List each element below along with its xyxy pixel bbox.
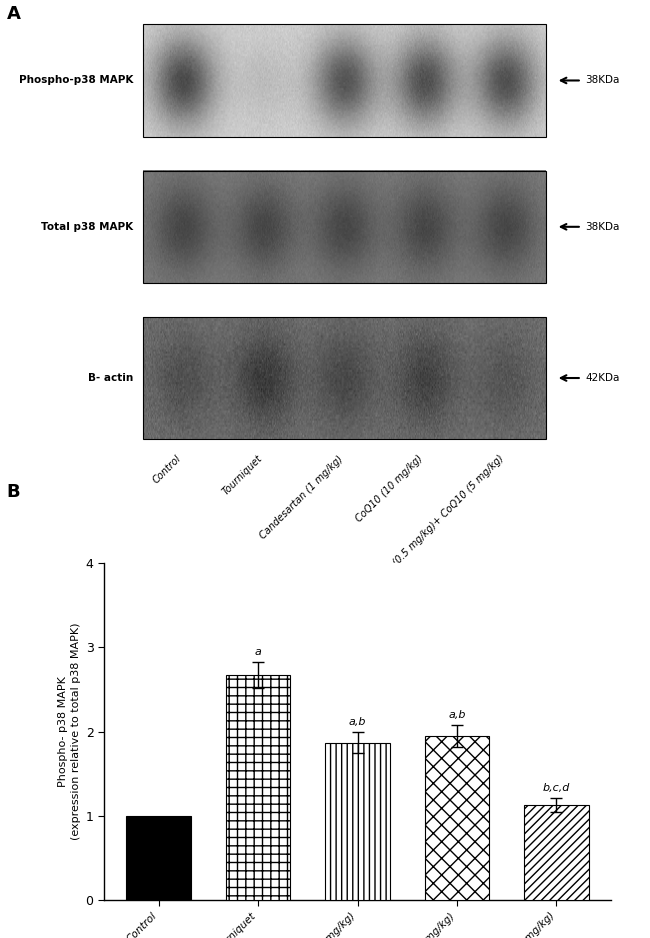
- Text: Phospho-p38 MAPK: Phospho-p38 MAPK: [19, 75, 133, 85]
- Text: A: A: [6, 5, 20, 23]
- Text: Tourniquet: Tourniquet: [220, 454, 264, 497]
- Bar: [126, 816, 191, 900]
- Text: B: B: [6, 483, 20, 501]
- Text: 42KDa: 42KDa: [585, 373, 619, 383]
- Text: B- actin: B- actin: [88, 373, 133, 383]
- Bar: [143, 317, 546, 439]
- Bar: [143, 171, 546, 283]
- Text: 38KDa: 38KDa: [585, 75, 619, 85]
- Text: a: a: [255, 647, 261, 658]
- Bar: [143, 24, 546, 137]
- Text: Control: Control: [151, 454, 183, 486]
- Text: Total p38 MAPK: Total p38 MAPK: [41, 221, 133, 232]
- Bar: [524, 805, 589, 900]
- Text: Candesartan (1 mg/kg): Candesartan (1 mg/kg): [257, 454, 345, 540]
- Bar: [325, 743, 390, 900]
- Text: CoQ10 (10 mg/kg): CoQ10 (10 mg/kg): [354, 454, 425, 524]
- Text: a,b: a,b: [349, 718, 366, 728]
- Text: a,b: a,b: [448, 710, 465, 719]
- Text: Candesartan (0.5 mg/kg)+ CoQ10 (5 mg/kg): Candesartan (0.5 mg/kg)+ CoQ10 (5 mg/kg): [345, 454, 506, 614]
- Text: b,c,d: b,c,d: [543, 783, 570, 794]
- Text: 38KDa: 38KDa: [585, 221, 619, 232]
- Bar: [424, 735, 489, 900]
- Y-axis label: Phospho- p38 MAPK
(expression relative to total p38 MAPK): Phospho- p38 MAPK (expression relative t…: [58, 623, 81, 840]
- Bar: [226, 675, 291, 900]
